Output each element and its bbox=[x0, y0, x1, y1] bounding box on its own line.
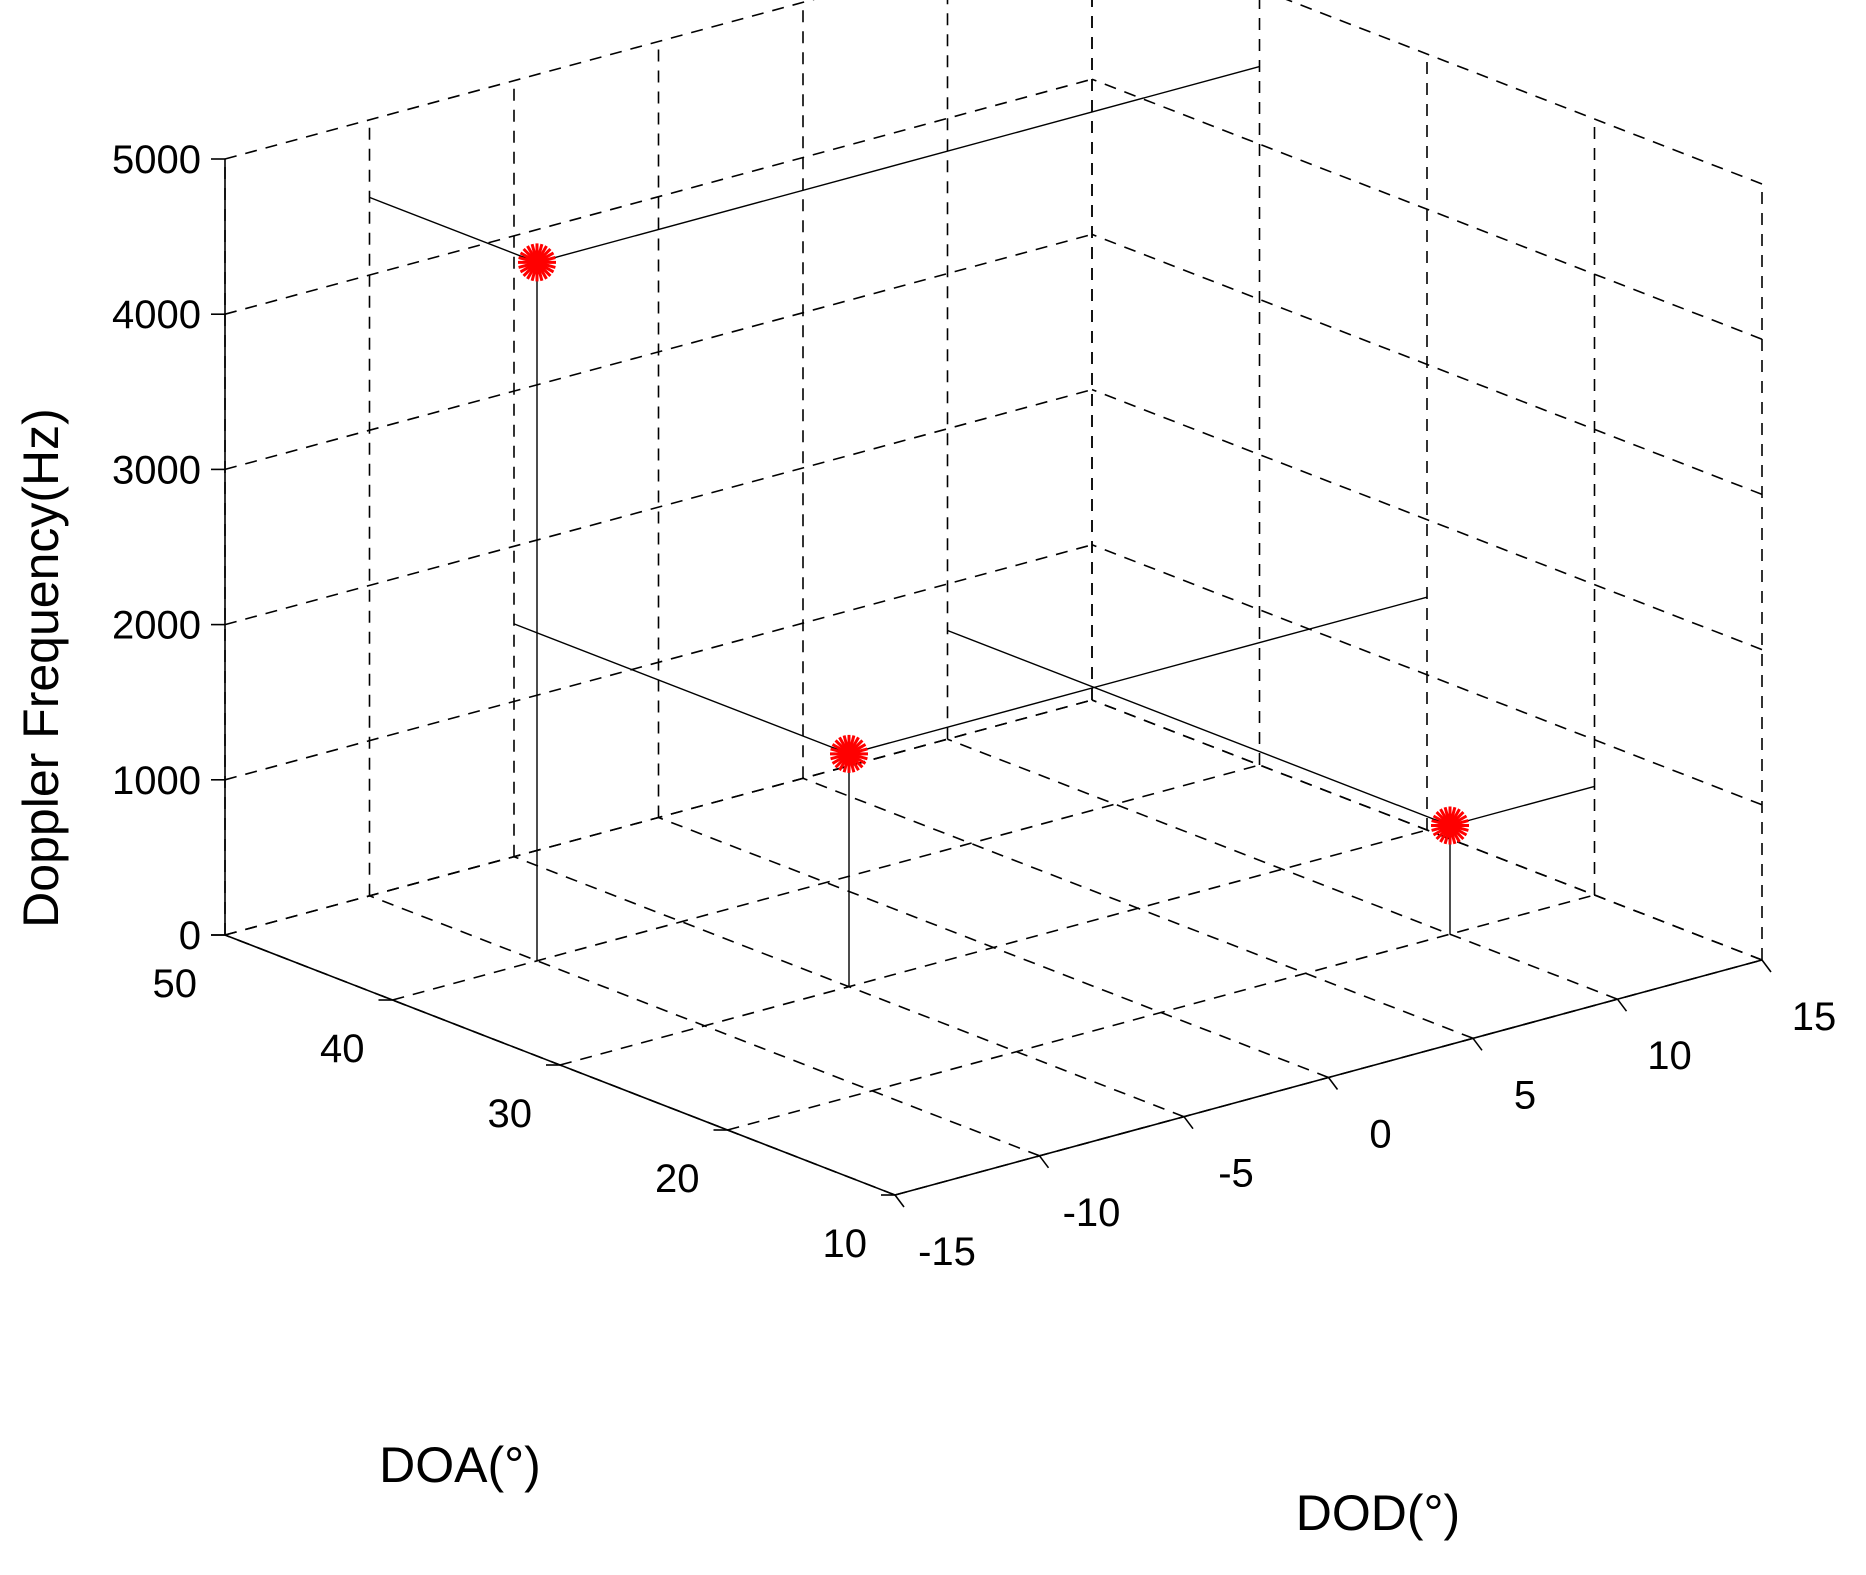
z-axis-label: Doppler Frequency(Hz) bbox=[13, 408, 69, 928]
z-tick-label: 4000 bbox=[112, 293, 201, 337]
floor-grid-line bbox=[727, 894, 1595, 1131]
x-tick-label: 0 bbox=[1369, 1113, 1391, 1157]
grid-lines bbox=[224, 0, 1763, 1196]
x-tick-label: 5 bbox=[1514, 1073, 1536, 1117]
back-wall-grid-line bbox=[224, 544, 1093, 781]
projection-to-back-wall bbox=[369, 196, 538, 264]
axes bbox=[211, 158, 1772, 1208]
back-wall-grid-line bbox=[224, 0, 815, 160]
x-tick-label: -15 bbox=[918, 1230, 976, 1274]
x-tick-mark bbox=[1327, 1077, 1339, 1090]
side-wall-grid-line bbox=[1091, 233, 1763, 496]
projection-to-side-wall bbox=[1449, 785, 1595, 827]
projection-lines bbox=[369, 65, 1595, 987]
x-tick-mark bbox=[894, 1194, 905, 1208]
x-tick-label: 15 bbox=[1792, 995, 1837, 1039]
y-tick-label: 30 bbox=[488, 1092, 533, 1136]
x-tick-mark bbox=[1761, 959, 1772, 973]
x-tick-label: -5 bbox=[1218, 1152, 1254, 1196]
data-markers bbox=[518, 243, 1469, 845]
z-tick-label: 3000 bbox=[112, 448, 201, 492]
side-wall-grid-line bbox=[1091, 78, 1763, 340]
y-tick-label: 20 bbox=[655, 1157, 700, 1201]
z-tick-label: 0 bbox=[179, 914, 201, 958]
data-point-marker bbox=[830, 734, 868, 773]
floor-grid-line bbox=[947, 738, 1618, 1000]
y-axis-label: DOA(°) bbox=[379, 1437, 541, 1493]
back-wall-grid-line bbox=[224, 78, 1093, 315]
x-tick-mark bbox=[1616, 998, 1628, 1012]
side-wall-grid-line bbox=[1285, 0, 1763, 185]
y-tick-labels: 10 20 30 40 50 bbox=[153, 962, 868, 1266]
floor-grid-line bbox=[559, 829, 1428, 1066]
projection-to-back-wall bbox=[947, 629, 1451, 827]
y-tick-label: 40 bbox=[320, 1027, 365, 1071]
x-tick-label: -10 bbox=[1063, 1191, 1121, 1235]
side-wall-grid-line bbox=[1091, 699, 1763, 961]
y-tick-label: 10 bbox=[823, 1222, 868, 1266]
x-tick-labels: -15 -10 -5 0 5 10 15 bbox=[918, 995, 1836, 1274]
data-point-marker bbox=[1431, 806, 1469, 845]
back-wall-grid-line bbox=[224, 233, 1093, 471]
side-wall-grid-line bbox=[1091, 388, 1763, 651]
x-axis-label: DOD(°) bbox=[1296, 1485, 1460, 1541]
z-tick-label: 1000 bbox=[112, 759, 201, 803]
x-tick-label: 10 bbox=[1647, 1034, 1692, 1078]
y-tick-label: 50 bbox=[153, 962, 198, 1006]
x-tick-mark bbox=[1038, 1155, 1050, 1169]
floor-grid-line bbox=[392, 764, 1260, 1001]
projection-to-side-wall bbox=[848, 596, 1428, 755]
back-wall-grid-line bbox=[224, 699, 1093, 936]
z-tick-label: 2000 bbox=[112, 604, 201, 648]
projection-to-side-wall bbox=[536, 65, 1260, 264]
projection-to-back-wall bbox=[513, 623, 850, 755]
z-tick-labels: 0 1000 2000 3000 4000 5000 bbox=[112, 138, 201, 958]
side-wall-grid-line bbox=[1091, 544, 1763, 806]
data-point-marker bbox=[518, 243, 556, 282]
back-wall-grid-line bbox=[224, 388, 1093, 626]
z-tick-label: 5000 bbox=[112, 138, 201, 182]
x-tick-mark bbox=[1183, 1116, 1194, 1130]
x-tick-mark bbox=[1472, 1037, 1483, 1051]
